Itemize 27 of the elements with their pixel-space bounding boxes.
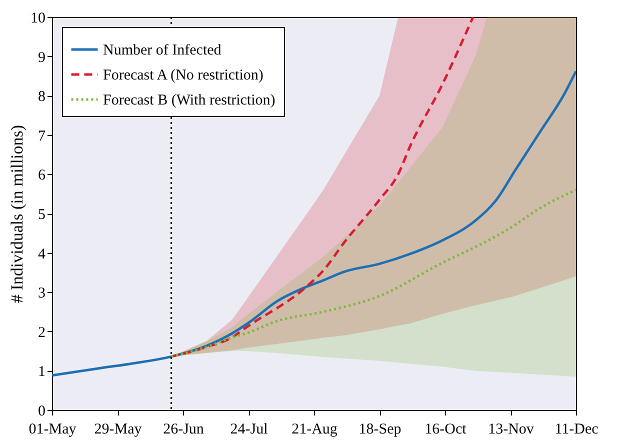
x-tick-label: 26-Jun: [163, 422, 204, 438]
x-tick-label: 01-May: [28, 422, 77, 438]
y-tick-label: 7: [38, 128, 46, 144]
x-tick-label: 24-Jul: [230, 422, 268, 438]
x-tick-label: 13-Nov: [488, 422, 534, 438]
x-tick-label: 11-Dec: [554, 422, 599, 438]
legend-label: Forecast A (No restriction): [103, 68, 264, 84]
y-tick-label: 3: [38, 286, 46, 302]
y-tick-label: 0: [38, 404, 46, 420]
y-tick-label: 5: [38, 207, 46, 223]
line-series: [170, 188, 576, 358]
y-tick-label: 1: [38, 364, 46, 380]
x-tick-label: 29-May: [94, 422, 142, 438]
y-tick-label: 6: [38, 168, 46, 184]
x-tick-label: 18-Sep: [358, 422, 402, 438]
y-axis-title: # Individuals (in millions): [8, 124, 26, 304]
line-series: [52, 70, 576, 377]
y-tick-label: 4: [38, 246, 46, 262]
y-tick-label: 2: [38, 324, 46, 341]
line-series: [170, 17, 474, 358]
legend-label: Number of Infected: [103, 42, 222, 58]
x-tick-label: 21-Aug: [292, 422, 338, 438]
x-tick-label: 16-Oct: [424, 422, 468, 438]
y-tick-label: 8: [38, 89, 46, 106]
legend-label: Forecast B (With restriction): [103, 92, 276, 108]
y-tick-label: 9: [38, 50, 46, 66]
y-tick-label: 10: [30, 10, 46, 26]
